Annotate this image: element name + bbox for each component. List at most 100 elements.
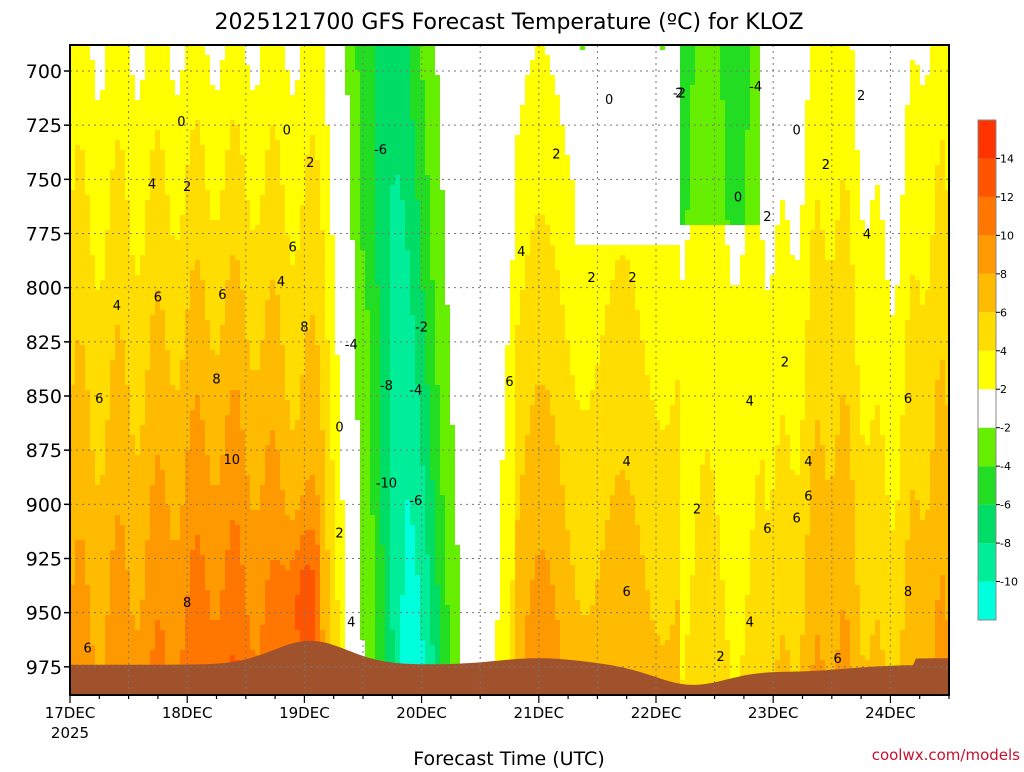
field-cell (220, 370, 226, 376)
field-cell (255, 450, 261, 456)
field-cell (215, 560, 221, 566)
field-cell (165, 585, 171, 591)
field-cell (220, 255, 226, 261)
field-cell (70, 215, 76, 221)
field-cell (215, 75, 221, 81)
field-cell (135, 460, 141, 466)
field-cell (160, 595, 166, 601)
field-cell (190, 390, 196, 396)
field-cell (195, 390, 201, 396)
field-cell (110, 160, 116, 166)
field-cell (245, 505, 251, 511)
field-cell (85, 590, 91, 596)
field-cell (85, 155, 91, 161)
field-cell (110, 590, 116, 596)
field-cell (235, 520, 241, 526)
field-cell (205, 635, 211, 641)
field-cell (210, 560, 216, 566)
field-cell (235, 50, 241, 56)
field-cell (195, 310, 201, 316)
field-cell (180, 435, 186, 441)
field-cell (95, 240, 101, 246)
field-cell (210, 465, 216, 471)
field-cell (170, 595, 176, 601)
field-cell (165, 595, 171, 601)
field-cell (160, 635, 166, 641)
field-cell (110, 370, 116, 376)
field-cell (75, 355, 81, 361)
field-cell (145, 585, 151, 591)
field-cell (200, 260, 206, 266)
field-cell (170, 55, 176, 61)
field-cell (230, 245, 236, 251)
field-cell (205, 435, 211, 441)
field-cell (220, 615, 226, 621)
field-cell (125, 550, 131, 556)
field-cell (200, 540, 206, 546)
field-cell (70, 265, 76, 271)
field-cell (170, 210, 176, 216)
field-cell (205, 360, 211, 366)
field-cell (125, 530, 131, 536)
field-cell (245, 150, 251, 156)
field-cell (195, 375, 201, 381)
field-cell (145, 460, 151, 466)
field-cell (165, 475, 171, 481)
field-cell (240, 175, 246, 181)
field-cell (250, 515, 256, 521)
field-cell (90, 175, 96, 181)
field-cell (100, 185, 106, 191)
field-cell (210, 215, 216, 221)
field-cell (200, 355, 206, 361)
field-cell (105, 230, 111, 236)
field-cell (110, 550, 116, 556)
field-cell (255, 350, 261, 356)
field-cell (235, 315, 241, 321)
field-cell (155, 315, 161, 321)
field-cell (145, 200, 151, 206)
field-cell (225, 645, 231, 651)
field-cell (140, 180, 146, 186)
field-cell (80, 575, 86, 581)
field-cell (90, 640, 96, 646)
field-cell (155, 95, 161, 101)
field-cell (135, 340, 141, 346)
field-cell (165, 85, 171, 91)
field-cell (115, 280, 121, 286)
field-cell (195, 245, 201, 251)
field-cell (135, 330, 141, 336)
field-cell (150, 325, 156, 331)
field-cell (85, 170, 91, 176)
field-cell (155, 260, 161, 266)
field-cell (250, 590, 256, 596)
field-cell (110, 660, 116, 666)
field-cell (225, 230, 231, 236)
field-cell (200, 165, 206, 171)
field-cell (245, 435, 251, 441)
field-cell (230, 130, 236, 136)
field-cell (145, 595, 151, 601)
field-cell (160, 370, 166, 376)
field-cell (100, 260, 106, 266)
field-cell (155, 530, 161, 536)
field-cell (235, 140, 241, 146)
field-cell (240, 250, 246, 256)
field-cell (90, 410, 96, 416)
field-cell (115, 70, 121, 76)
field-cell (195, 435, 201, 441)
field-cell (155, 620, 161, 626)
field-cell (70, 460, 76, 466)
field-cell (165, 50, 171, 56)
field-cell (180, 585, 186, 591)
field-cell (105, 60, 111, 66)
field-cell (150, 425, 156, 431)
field-cell (90, 155, 96, 161)
field-cell (165, 190, 171, 196)
field-cell (235, 450, 241, 456)
field-cell (255, 645, 261, 651)
field-cell (220, 55, 226, 61)
field-cell (90, 205, 96, 211)
field-cell (255, 80, 261, 86)
field-cell (250, 95, 256, 101)
field-cell (120, 525, 126, 531)
